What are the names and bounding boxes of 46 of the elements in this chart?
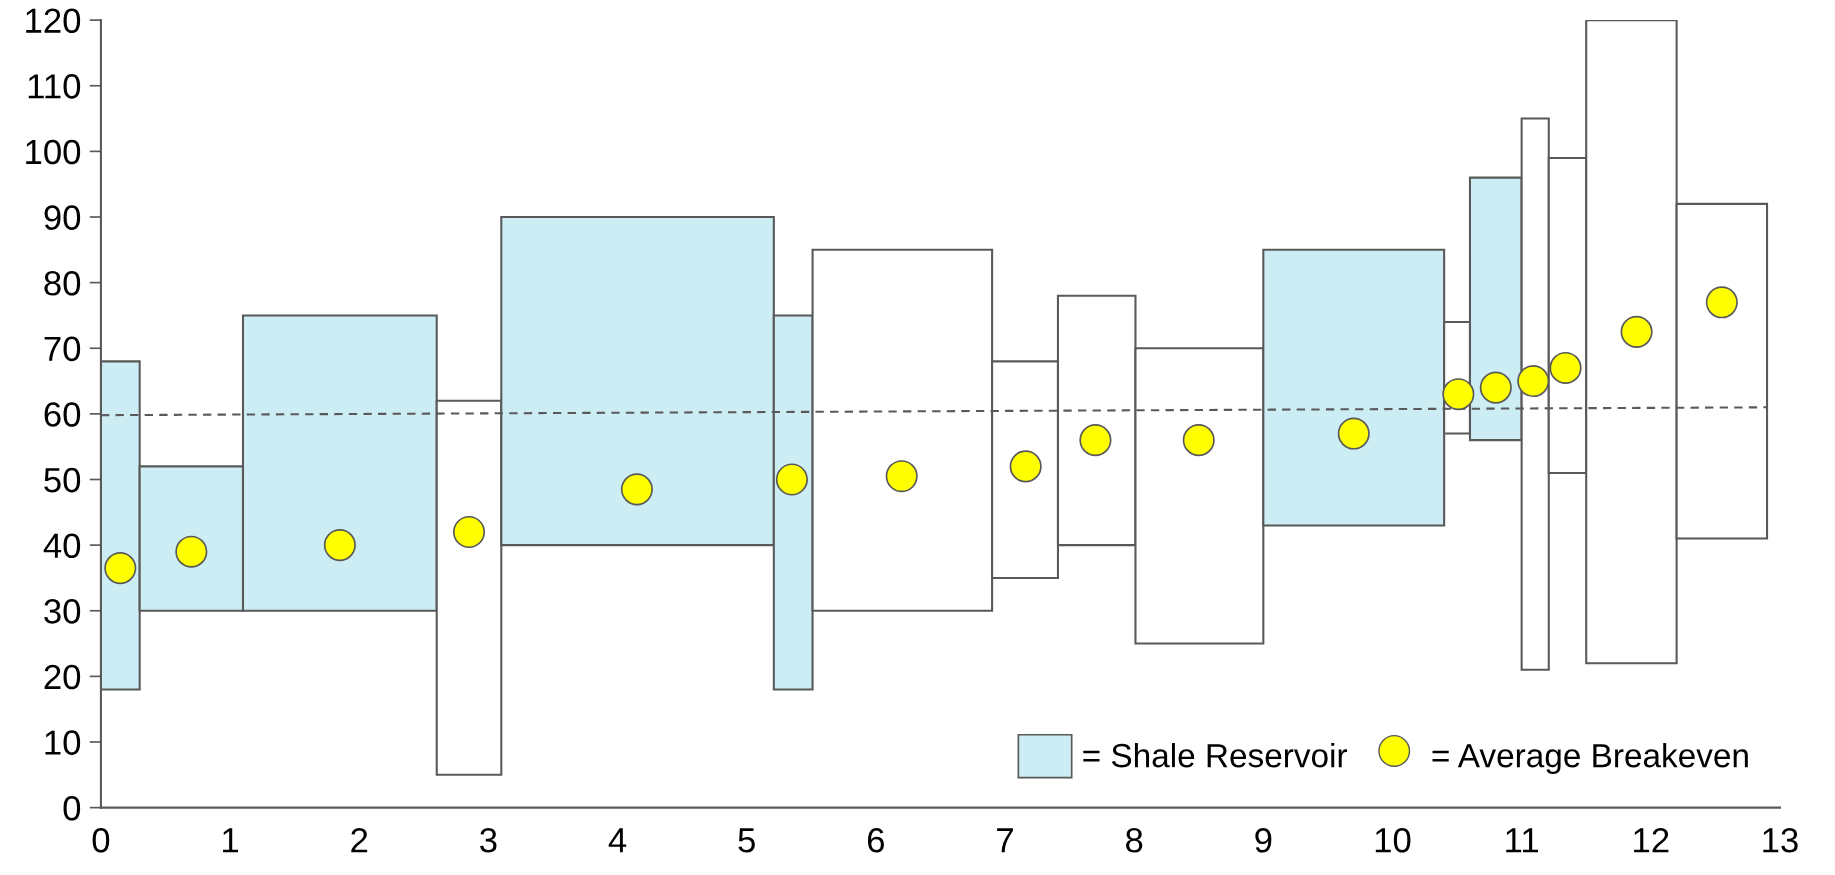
point xyxy=(1620,315,1653,348)
legend-label: = Shale Reservoir xyxy=(1083,742,1348,768)
y-tick-label: 40 xyxy=(43,533,81,559)
legend-label: = Average Breakeven xyxy=(1432,742,1748,775)
y-tick-label: 70 xyxy=(44,336,81,362)
y-tick-label: 0 xyxy=(63,795,81,821)
point xyxy=(104,552,137,585)
x-tick-label: 3 xyxy=(480,827,497,853)
x-tick-label: 13 xyxy=(1763,827,1798,853)
point xyxy=(1009,450,1042,483)
y-tick-label: 110 xyxy=(28,74,81,99)
y-tick-label: 20 xyxy=(44,664,81,690)
point xyxy=(1182,424,1215,457)
point xyxy=(1549,351,1582,384)
point xyxy=(1705,286,1738,319)
x-tick-label: 1 xyxy=(223,828,239,853)
y-tick-label: 120 xyxy=(26,8,81,34)
point xyxy=(1079,424,1112,457)
point xyxy=(452,515,486,549)
x-tick-label: 4 xyxy=(608,828,627,853)
point xyxy=(885,460,918,493)
x-tick-label: 5 xyxy=(738,828,755,853)
x-tick-label: 0 xyxy=(92,827,110,853)
x-tick-label: 6 xyxy=(867,827,884,853)
y-tick-label: 90 xyxy=(44,205,81,230)
y-tick-label: 80 xyxy=(44,270,81,296)
point xyxy=(775,463,808,496)
point xyxy=(323,529,356,562)
point xyxy=(1442,378,1475,411)
x-tick-label: 7 xyxy=(997,828,1013,853)
x-tick-label: 2 xyxy=(351,827,368,853)
point xyxy=(1337,417,1370,450)
x-tick-label: 10 xyxy=(1375,827,1411,853)
y-tick-label: 10 xyxy=(45,730,81,755)
point xyxy=(1479,371,1512,404)
x-tick-label: 11 xyxy=(1506,828,1538,853)
x-tick-label: 9 xyxy=(1255,827,1272,853)
point xyxy=(1517,365,1550,398)
y-tick-label: 50 xyxy=(44,467,81,493)
point xyxy=(620,473,653,506)
point xyxy=(175,535,208,568)
x-tick-label: 12 xyxy=(1634,827,1669,853)
y-tick-label: 60 xyxy=(44,402,81,427)
y-tick-label: 30 xyxy=(44,599,81,624)
y-tick-label: 100 xyxy=(26,139,81,165)
x-tick-label: 8 xyxy=(1126,827,1143,853)
